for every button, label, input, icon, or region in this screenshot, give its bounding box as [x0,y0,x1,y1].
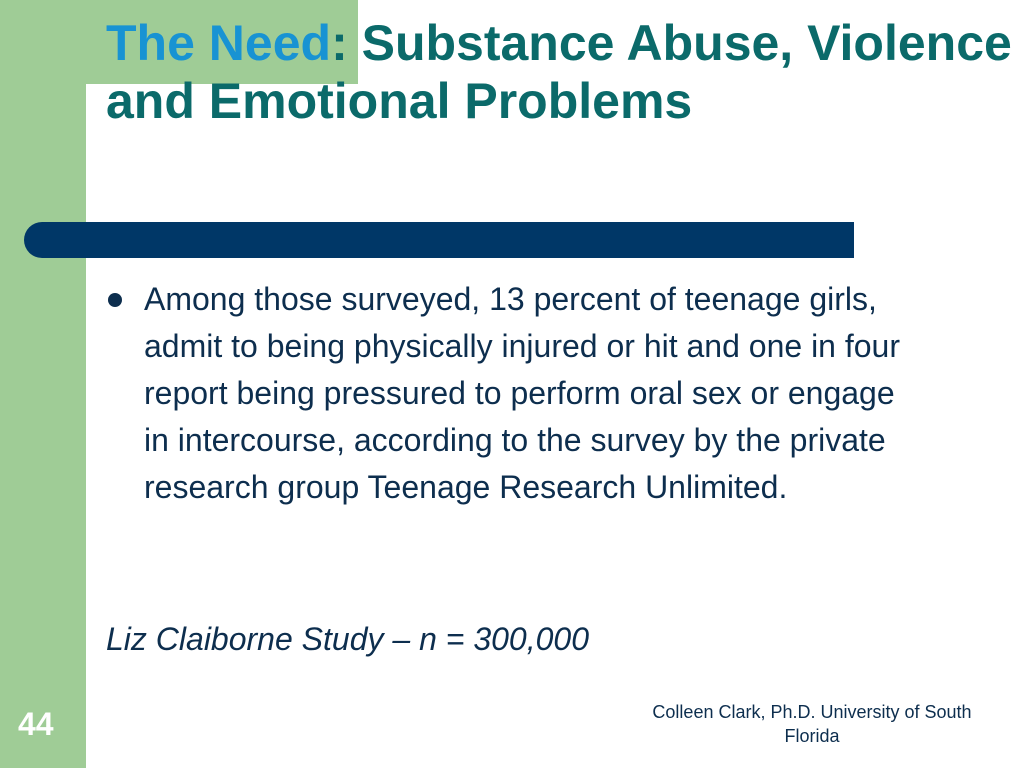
title-main: Substance Abuse, Violence and Emotional … [106,15,1012,129]
top-green-block [0,0,358,84]
title-accent: The Need [106,15,332,71]
left-green-bar [0,0,86,768]
slide-number: 44 [18,706,54,742]
bullet-item: Among those surveyed, 13 percent of teen… [108,276,908,511]
bullet-text: Among those surveyed, 13 percent of teen… [144,281,900,505]
content-panel [86,84,1024,768]
title-colon: : [331,15,348,71]
slide-title: The Need: Substance Abuse, Violence and … [106,14,1024,130]
bullet-dot-icon [108,293,122,307]
footer-credit: Colleen Clark, Ph.D. University of South… [652,702,972,746]
source-citation: Liz Claiborne Study – n = 300,000 [106,621,589,657]
title-divider-bar [24,222,854,258]
